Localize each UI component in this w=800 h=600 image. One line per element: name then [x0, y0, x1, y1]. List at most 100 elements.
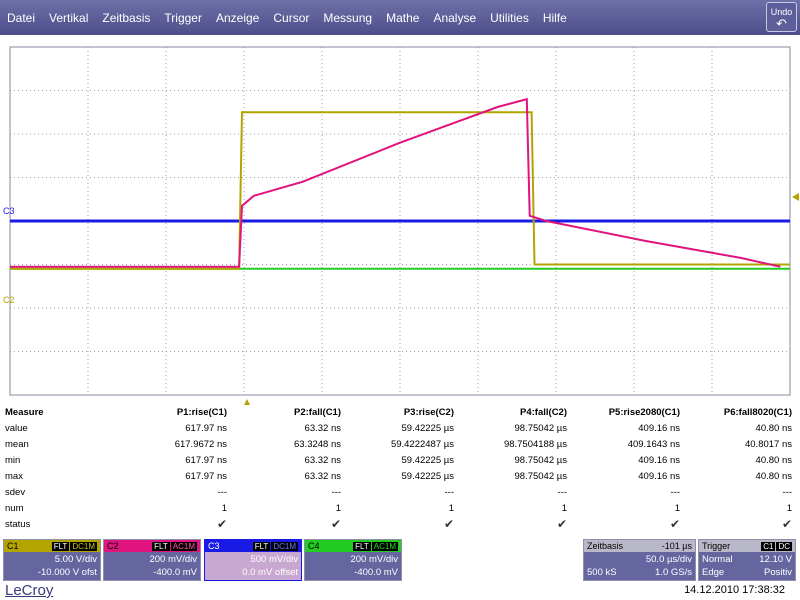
- channel-c1-name: C1: [7, 541, 19, 551]
- channel-c3-scale: 500 mV/div: [250, 554, 298, 565]
- measure-row-label: sdev: [5, 487, 26, 498]
- measure-row-label: value: [5, 423, 28, 434]
- channel-c4-tag-flt: FLT: [353, 542, 371, 551]
- channel-c2-offset: -400.0 mV: [153, 567, 197, 578]
- measure-cell: 98.75042 µs: [514, 455, 568, 466]
- measure-cell: 617.97 ns: [185, 423, 227, 434]
- channel-c4-descriptor[interactable]: C4 FLT AC1M 200 mV/div -400.0 mV: [304, 539, 402, 581]
- menu-messung[interactable]: Messung: [323, 10, 373, 25]
- measure-cell: ✔: [669, 517, 680, 531]
- measure-cell: 617.9672 ns: [174, 439, 227, 450]
- measure-row-label: mean: [5, 439, 29, 450]
- measure-cell: 63.3248 ns: [293, 439, 341, 450]
- measure-row-label: num: [5, 503, 24, 514]
- trace-c2[interactable]: [10, 97, 781, 268]
- channel-c1-header: C1 FLT DC1M: [4, 540, 100, 552]
- timestamp: 14.12.2010 17:38:32: [684, 584, 785, 596]
- measure-row-sdev: sdev --- --- --- --- --- ---: [0, 487, 800, 503]
- menu-anzeige[interactable]: Anzeige: [215, 10, 260, 25]
- channel-c1-descriptor[interactable]: C1 FLT DC1M 5.00 V/div -10.000 V ofst: [3, 539, 101, 581]
- trigger-level-marker[interactable]: [792, 193, 799, 201]
- measure-cell: 409.1643 ns: [627, 439, 680, 450]
- measure-cell: ---: [331, 487, 342, 498]
- menu-datei[interactable]: Datei: [7, 10, 36, 25]
- channel-c1-tag-coupling: DC1M: [70, 542, 97, 551]
- menu-trigger[interactable]: Trigger: [164, 10, 202, 25]
- channel-c3-tag-flt: FLT: [252, 542, 271, 551]
- timebase-descriptor[interactable]: Zeitbasis -101 µs 50.0 µs/div 500 kS 1.0…: [583, 539, 696, 581]
- menu-zeitbasis[interactable]: Zeitbasis: [102, 10, 151, 25]
- measure-cell: 617.97 ns: [185, 455, 227, 466]
- waveform-display[interactable]: C3 C2: [0, 35, 800, 405]
- channel-c1-offset: -10.000 V ofst: [37, 567, 97, 578]
- menu-cursor[interactable]: Cursor: [273, 10, 310, 25]
- measure-cell: 98.75042 µs: [514, 423, 568, 434]
- channel-c4-header: C4 FLT AC1M: [305, 540, 401, 552]
- measure-cell: 617.97 ns: [185, 471, 227, 482]
- channel-c3-descriptor[interactable]: C3 FLT DC1M 500 mV/div 0.0 mV offset: [204, 539, 302, 581]
- channel-c2-descriptor[interactable]: C2 FLT AC1M 200 mV/div -400.0 mV: [103, 539, 201, 581]
- measure-cell: 63.32 ns: [304, 471, 341, 482]
- lecroy-logo: LeCroy: [5, 582, 54, 599]
- undo-button[interactable]: Undo ↶: [766, 2, 797, 32]
- trigger-position-marker[interactable]: [244, 399, 250, 405]
- channel-c4-offset: -400.0 mV: [354, 567, 398, 578]
- measure-row-label: status: [5, 519, 31, 530]
- menu-utilities[interactable]: Utilities: [490, 10, 529, 25]
- measure-row-min: min 617.97 ns 63.32 ns 59.42225 µs 98.75042 …: [0, 455, 800, 471]
- trigger-slope: Positiv: [764, 567, 792, 578]
- measure-cell: 409.16 ns: [638, 455, 680, 466]
- trigger-settings: Normal 12.10 V Edge Positiv: [699, 552, 795, 580]
- measure-column-p5[interactable]: P5:rise2080(C1): [608, 407, 680, 418]
- measure-column-p3[interactable]: P3:rise(C2): [403, 407, 454, 418]
- c3-level-label: C3: [3, 206, 15, 216]
- measure-column-p4[interactable]: P4:fall(C2): [520, 407, 567, 418]
- measure-cell: 59.42225 µs: [401, 455, 455, 466]
- menu-vertikal[interactable]: Vertikal: [49, 10, 89, 25]
- channel-c1-settings: 5.00 V/div -10.000 V ofst: [4, 552, 100, 580]
- trigger-header: Trigger C1 DC: [699, 540, 795, 552]
- measure-column-p1[interactable]: P1:rise(C1): [176, 407, 227, 418]
- undo-label: Undo: [770, 7, 793, 17]
- measure-cell: 1: [221, 503, 227, 514]
- menu-mathe[interactable]: Mathe: [386, 10, 420, 25]
- measure-cell: 59.42225 µs: [401, 471, 455, 482]
- trigger-source-tag: C1: [761, 542, 776, 551]
- measure-cell: 1: [448, 503, 454, 514]
- trigger-descriptor[interactable]: Trigger C1 DC Normal 12.10 V Edge Positiv: [698, 539, 796, 581]
- measure-row-label: min: [5, 455, 21, 466]
- measure-cell: 40.80 ns: [755, 455, 792, 466]
- channel-c1-tag-flt: FLT: [51, 542, 70, 551]
- channel-c2-tag-flt: FLT: [152, 542, 170, 551]
- measure-cell: ---: [217, 487, 228, 498]
- measure-cell: 409.16 ns: [638, 471, 680, 482]
- measure-table: Measure P1:rise(C1) P2:fall(C1) P3:rise(…: [0, 407, 800, 537]
- menu-hilfe[interactable]: Hilfe: [542, 10, 567, 25]
- timebase-settings: 50.0 µs/div 500 kS 1.0 GS/s: [584, 552, 695, 580]
- measure-row-num: num 1 1 1 1 1 1: [0, 503, 800, 519]
- measure-cell: 409.16 ns: [638, 423, 680, 434]
- menu-analyse[interactable]: Analyse: [433, 10, 477, 25]
- trigger-type: Edge: [702, 567, 725, 578]
- trace-c1[interactable]: [10, 111, 790, 270]
- measure-row-label: max: [5, 471, 23, 482]
- channel-c3-tag-coupling: DC1M: [271, 542, 298, 551]
- measure-cell: 63.32 ns: [304, 423, 341, 434]
- timebase-header: Zeitbasis -101 µs: [584, 540, 695, 552]
- c2-level-label: C2: [3, 295, 15, 305]
- measure-cell: ---: [670, 487, 681, 498]
- measure-cell: ---: [782, 487, 793, 498]
- channel-c3-offset: 0.0 mV offset: [242, 567, 298, 578]
- measure-cell: 40.80 ns: [755, 471, 792, 482]
- measure-cell: 59.4222487 µs: [390, 439, 454, 450]
- waveform-grid[interactable]: C3 C2: [0, 35, 800, 405]
- measure-cell: 40.80 ns: [755, 423, 792, 434]
- timebase-sample-rate: 1.0 GS/s: [655, 567, 692, 578]
- measure-column-p6[interactable]: P6:fall8020(C1): [723, 407, 792, 418]
- measure-column-p2[interactable]: P2:fall(C1): [294, 407, 341, 418]
- measure-cell: 1: [674, 503, 680, 514]
- channel-c1-scale: 5.00 V/div: [54, 554, 97, 565]
- measure-header-row: Measure P1:rise(C1) P2:fall(C1) P3:rise(…: [0, 407, 800, 423]
- channel-c3-header: C3 FLT DC1M: [205, 540, 301, 552]
